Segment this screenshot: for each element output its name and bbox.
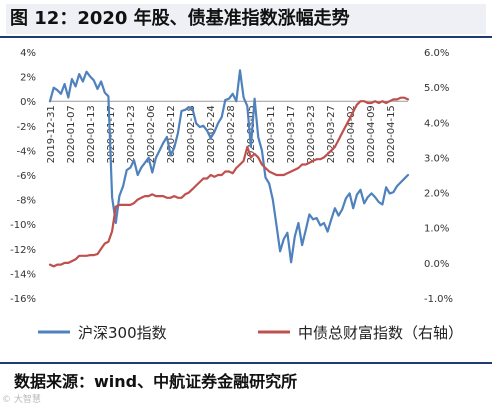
left-axis-ticks: 4% 2% 0% -2% -4% -6% -8% -10% -12% -14% -16% — [10, 48, 36, 305]
figure-title: 图 12：2020 年股、债基准指数涨幅走势 — [6, 4, 486, 34]
right-tick-label: 1.0% — [424, 224, 449, 235]
x-tick-label: 2020-04-02 — [346, 105, 357, 163]
x-tick-label: 2020-02-28 — [226, 105, 237, 163]
right-tick-label: 4.0% — [424, 118, 449, 129]
x-tick-label: 2020-02-06 — [146, 105, 157, 163]
right-tick-label: -1.0% — [424, 294, 453, 305]
left-tick-label: -12% — [10, 245, 36, 256]
left-tick-label: -4% — [17, 146, 36, 157]
x-tick-label: 2020-01-17 — [106, 105, 117, 163]
x-tick-label: 2020-03-23 — [306, 105, 317, 163]
line-chart: 4% 2% 0% -2% -4% -6% -8% -10% -12% -14% -16% 6.0% 5… — [10, 48, 463, 342]
legend: 沪深300指数 中债总财富指数（右轴） — [38, 324, 463, 342]
x-tick-label: 2020-03-17 — [286, 105, 297, 163]
x-tick-label: 2020-02-18 — [186, 105, 197, 163]
x-tick-label: 2020-02-12 — [166, 105, 177, 163]
series-line-1 — [48, 69, 410, 264]
x-tick-label: 2019-12-31 — [46, 105, 57, 163]
right-axis-ticks: 6.0% 5.0% 4.0% 3.0% 2.0% 1.0% 0.0% -1.0% — [424, 48, 453, 305]
series-line-2 — [48, 96, 410, 268]
x-tick-label: 2020-03-27 — [326, 105, 337, 163]
left-tick-label: -16% — [10, 294, 36, 305]
legend-label-1: 沪深300指数 — [78, 324, 167, 342]
left-tick-label: -8% — [17, 196, 36, 207]
right-tick-label: 6.0% — [424, 48, 449, 59]
title-divider — [0, 36, 492, 38]
right-tick-label: 5.0% — [424, 83, 449, 94]
left-tick-label: -6% — [17, 171, 36, 182]
left-tick-label: -14% — [10, 269, 36, 280]
x-tick-label: 2020-01-07 — [66, 105, 77, 163]
x-tick-label: 2020-04-15 — [386, 105, 397, 163]
x-tick-label: 2020-01-13 — [86, 105, 97, 163]
left-tick-label: 4% — [20, 48, 36, 59]
x-tick-label: 2020-02-24 — [206, 105, 217, 163]
right-tick-label: 0.0% — [424, 259, 449, 270]
x-tick-label: 2020-03-11 — [266, 105, 277, 163]
watermark-text: © 大智慧 — [2, 395, 41, 405]
left-tick-label: 2% — [20, 73, 36, 84]
left-tick-label: 0% — [20, 97, 36, 108]
right-tick-label: 3.0% — [424, 153, 449, 164]
source-note: 数据来源：wind、中航证券金融研究所 — [14, 372, 298, 391]
x-tick-label: 2020-04-09 — [366, 105, 377, 163]
source-divider — [0, 362, 492, 364]
left-tick-label: -10% — [10, 220, 36, 231]
legend-label-2: 中债总财富指数（右轴） — [298, 324, 463, 342]
right-tick-label: 2.0% — [424, 189, 449, 200]
left-tick-label: -2% — [17, 122, 36, 133]
x-tick-label: 2020-01-23 — [126, 105, 137, 163]
series-layer — [48, 69, 410, 268]
